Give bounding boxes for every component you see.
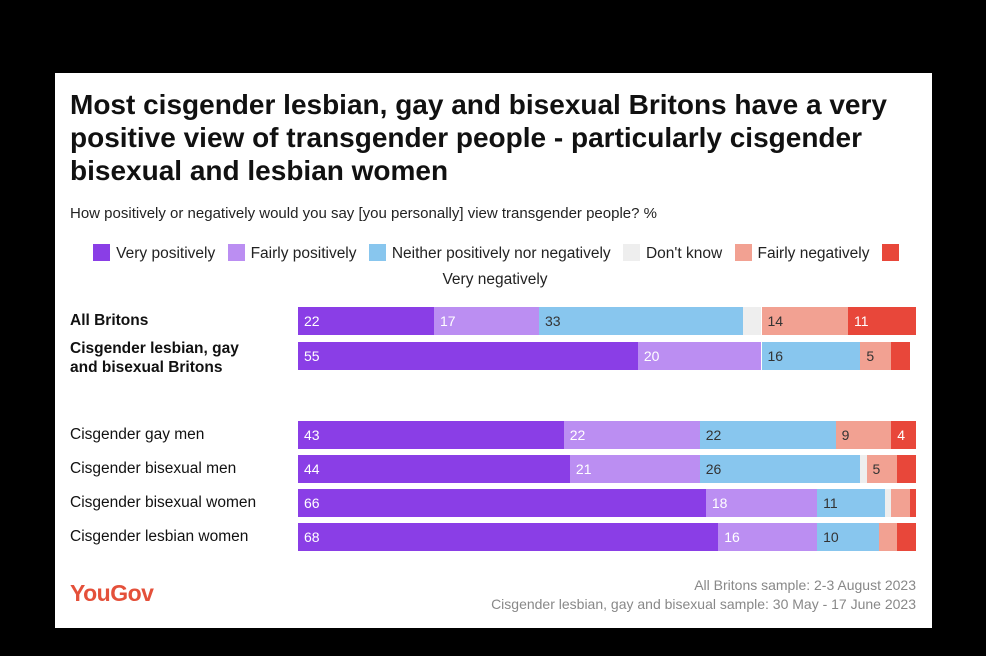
- value-label: 21: [575, 461, 592, 477]
- value-label: 20: [643, 348, 660, 364]
- legend-swatch: [368, 244, 386, 261]
- value-label: 55: [304, 348, 320, 364]
- value-label: 11: [854, 313, 869, 329]
- row-label: Cisgender lesbian, gay and bisexual Brit…: [70, 340, 239, 376]
- bar-segment: [897, 455, 916, 483]
- bar-segment: [817, 523, 879, 551]
- bar-segment: [761, 307, 849, 335]
- bar-segment: [909, 489, 916, 517]
- bar-segment: [569, 455, 700, 483]
- chart-title: Most cisgender lesbian, gay and bisexual…: [70, 89, 887, 186]
- row-label: Cisgender bisexual men: [70, 460, 237, 477]
- bar-segment: [298, 421, 564, 449]
- value-label: 26: [705, 461, 722, 477]
- value-label: 66: [304, 495, 320, 511]
- bar-segment: [878, 523, 898, 551]
- value-label: 9: [841, 427, 850, 443]
- value-label: 43: [304, 427, 320, 443]
- row-label: Cisgender gay men: [70, 426, 205, 443]
- bar-segment: [742, 307, 762, 335]
- source-note: All Britons sample: 2-3 August 2023: [694, 577, 916, 593]
- bar-segment: [761, 342, 861, 370]
- value-label: 17: [439, 313, 456, 329]
- value-label: 33: [545, 313, 561, 329]
- legend-label: Fairly positively: [250, 245, 357, 262]
- bar-segment: [298, 307, 434, 335]
- value-label: 4: [897, 427, 906, 443]
- bar-segment: [433, 307, 539, 335]
- row-label: Cisgender bisexual women: [70, 494, 257, 511]
- bar-segment: [860, 455, 867, 483]
- value-label: 22: [304, 313, 320, 329]
- legend-swatch: [622, 244, 640, 261]
- bar-segment: [891, 489, 910, 517]
- bar-segment: [298, 489, 706, 517]
- legend: Very positively Fairly positively Neithe…: [85, 241, 905, 293]
- logo: YouGov: [70, 580, 154, 606]
- chart-subtitle: How positively or negatively would you s…: [70, 205, 657, 222]
- value-label: 22: [569, 427, 586, 443]
- value-label: 11: [823, 495, 838, 511]
- bar-segment: [817, 489, 886, 517]
- legend-swatch: [881, 244, 899, 261]
- value-label: 22: [705, 427, 722, 443]
- bar-segment: [705, 489, 818, 517]
- legend-label: Very negatively: [442, 271, 548, 288]
- value-label: 5: [872, 461, 881, 477]
- row-label: Cisgender lesbian women: [70, 528, 249, 545]
- legend-label: Very positively: [116, 245, 216, 262]
- legend-swatch: [227, 244, 245, 261]
- bar-segment: [891, 342, 910, 370]
- value-label: 18: [711, 495, 728, 511]
- value-label: 16: [767, 348, 784, 364]
- legend-label: Don't know: [645, 245, 723, 262]
- value-label: 10: [823, 529, 839, 545]
- bar-segment: [835, 421, 892, 449]
- bar-segment: [866, 455, 898, 483]
- legend-label: Fairly negatively: [757, 245, 870, 262]
- bar-segment: [298, 455, 570, 483]
- bar-segment: [539, 307, 743, 335]
- value-label: 16: [724, 529, 740, 545]
- value-label: 44: [304, 461, 320, 477]
- row-label: All Britons: [70, 312, 149, 329]
- bar-segment: [848, 307, 916, 335]
- bar-segment: [718, 523, 818, 551]
- legend-swatch: [93, 244, 111, 261]
- legend-label: Neither positively nor negatively: [391, 245, 611, 262]
- bar-segment: [891, 421, 916, 449]
- value-label: 68: [304, 529, 320, 545]
- value-label: 14: [767, 313, 784, 329]
- bar-segment: [860, 342, 892, 370]
- bar-segment: [885, 489, 892, 517]
- bar-segment: [298, 523, 719, 551]
- bar-segment: [699, 455, 861, 483]
- bar-segment: [637, 342, 762, 370]
- source-note: Cisgender lesbian, gay and bisexual samp…: [491, 596, 916, 612]
- value-label: 5: [866, 348, 875, 364]
- bar-segment: [897, 523, 916, 551]
- bar-segment: [563, 421, 700, 449]
- legend-swatch: [734, 244, 752, 261]
- bar-segment: [699, 421, 836, 449]
- bar-segment: [298, 342, 638, 370]
